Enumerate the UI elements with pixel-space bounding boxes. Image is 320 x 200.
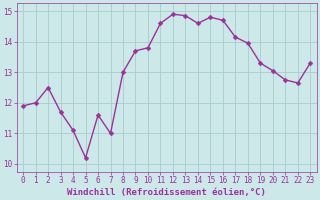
X-axis label: Windchill (Refroidissement éolien,°C): Windchill (Refroidissement éolien,°C) <box>67 188 266 197</box>
